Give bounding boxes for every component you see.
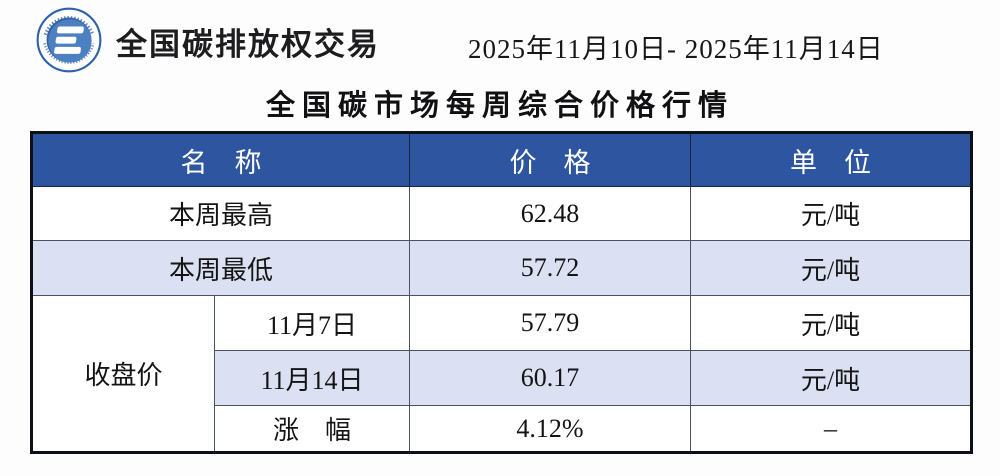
carbon-exchange-logo-icon [36, 7, 102, 73]
row-unit: 元/吨 [690, 295, 972, 351]
row-name: 11月7日 [214, 295, 410, 351]
row-name: 本周最高 [31, 186, 410, 241]
table-header-row: 名 称 价 格 单 位 [31, 132, 972, 187]
row-price: 57.79 [409, 295, 691, 351]
row-name: 本周最低 [31, 240, 410, 296]
price-table: 名 称 价 格 单 位 本周最高 62.48 元/吨 本周最低 57.72 元/… [30, 131, 973, 454]
date-range: 2025年11月10日- 2025年11月14日 [468, 34, 884, 64]
page-title: 全国碳市场每周综合价格行情 [265, 90, 734, 122]
table-row-close-1107: 收盘价 11月7日 57.79 元/吨 [31, 295, 972, 453]
row-price: 57.72 [409, 240, 691, 296]
row-price: 4.12% [409, 405, 691, 453]
col-header-name: 名 称 [31, 132, 410, 187]
row-unit: 元/吨 [690, 350, 972, 406]
table-row-week-high: 本周最高 62.48 元/吨 [31, 186, 972, 241]
col-header-price: 价 格 [409, 132, 691, 187]
row-name: 涨 幅 [214, 405, 410, 453]
row-group-closing-price: 收盘价 [31, 295, 215, 453]
brand-name: 全国碳排放权交易 [116, 27, 380, 62]
table-row-change-pct: 涨 幅 4.12% – [32, 405, 972, 453]
table-row-week-low: 本周最低 57.72 元/吨 [31, 240, 972, 296]
row-price: 60.17 [409, 350, 691, 406]
row-name: 11月14日 [214, 350, 410, 406]
row-price: 62.48 [409, 186, 691, 241]
row-unit: – [690, 405, 972, 453]
row-unit: 元/吨 [690, 186, 972, 241]
table-row-close-1114: 11月14日 60.17 元/吨 [32, 350, 972, 406]
row-unit: 元/吨 [690, 240, 972, 296]
col-header-unit: 单 位 [690, 132, 972, 187]
